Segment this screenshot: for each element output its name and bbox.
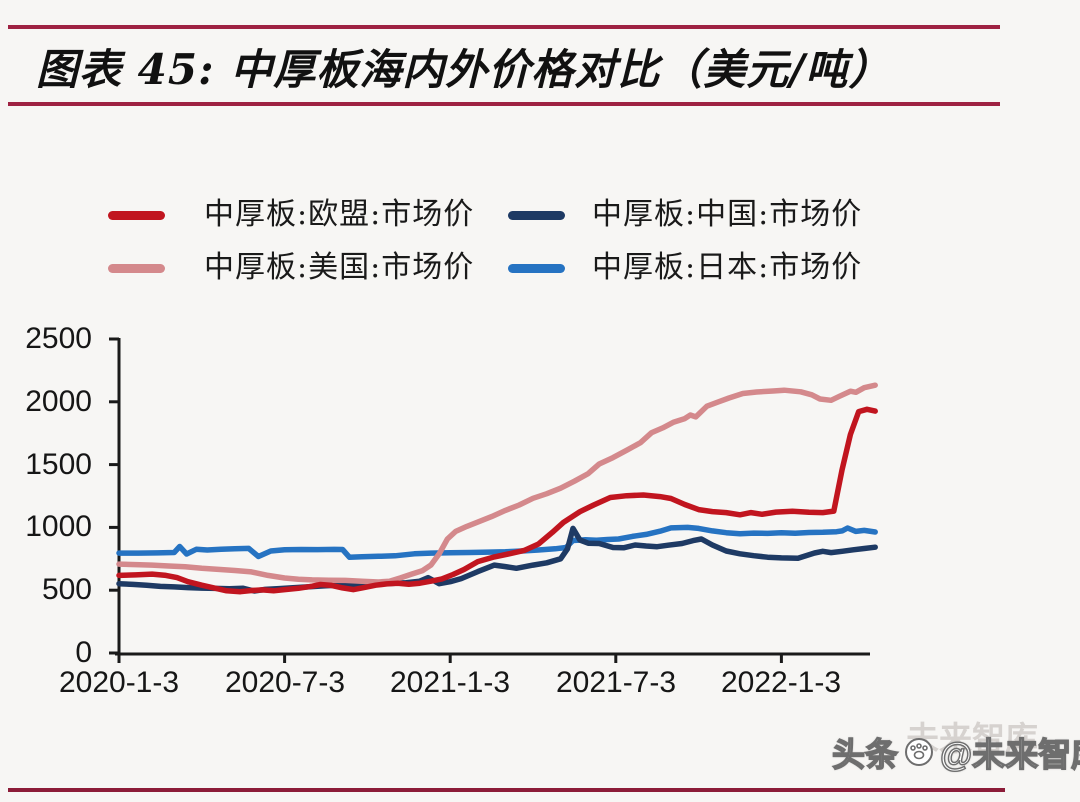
y-axis-tick-label: 2000 <box>25 385 92 418</box>
legend-swatch-japan <box>508 264 565 273</box>
title-rule-top <box>8 25 1000 29</box>
y-axis-tick-label: 2500 <box>25 322 92 355</box>
legend-label-japan: 中厚板:日本:市场价 <box>592 250 863 285</box>
y-axis-tick-label: 1500 <box>25 448 92 481</box>
legend-swatch-china <box>508 211 565 220</box>
y-axis-tick-label: 500 <box>41 573 92 606</box>
watermark: 头条 @未来智库 <box>831 728 1080 776</box>
x-axis-tick-label: 2020-1-3 <box>58 666 180 699</box>
legend-label-china: 中厚板:中国:市场价 <box>592 197 863 232</box>
x-axis-tick-label: 2022-1-3 <box>720 666 842 699</box>
series-line-eu <box>116 406 878 595</box>
series-line-japan <box>116 524 878 561</box>
series-line-china <box>116 525 878 594</box>
watermark-account-label: @未来智库 <box>939 735 1080 773</box>
x-axis-tick-label: 2020-7-3 <box>224 666 346 699</box>
legend-swatch-us <box>108 264 165 273</box>
watermark-toutiao-label: 头条 <box>831 735 898 773</box>
series-line-us <box>116 382 878 585</box>
figure-title: 图表 45: 中厚板海内外价格对比（美元/吨） <box>36 45 892 94</box>
legend-swatch-eu <box>108 211 165 220</box>
y-axis-tick-label: 1000 <box>25 510 92 543</box>
x-axis-tick-label: 2021-1-3 <box>389 666 511 699</box>
footer-rule <box>8 788 1005 792</box>
paw-avatar-icon <box>905 738 933 766</box>
legend-label-us: 中厚板:美国:市场价 <box>204 250 475 285</box>
legend-label-eu: 中厚板:欧盟:市场价 <box>204 197 475 232</box>
x-axis-tick-label: 2021-7-3 <box>555 666 677 699</box>
y-axis-tick-label: 0 <box>75 636 92 669</box>
title-rule-bottom <box>8 102 1000 106</box>
